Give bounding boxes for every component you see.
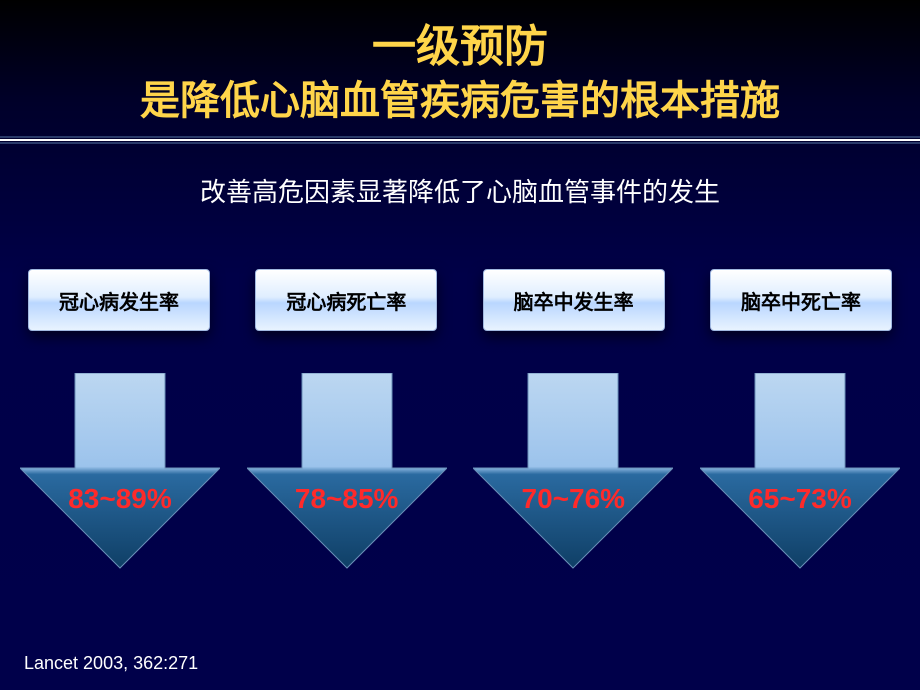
down-arrow-icon (700, 373, 900, 573)
down-arrow-icon (20, 373, 220, 573)
tile-stroke-mortality: 脑卒中死亡率 (710, 269, 892, 331)
arrow-4: 65~73% (700, 373, 900, 573)
subtitle: 改善高危因素显著降低了心脑血管事件的发生 (0, 172, 920, 209)
citation: Lancet 2003, 362:271 (24, 653, 198, 674)
down-arrow-icon (247, 373, 447, 573)
arrow-2: 78~85% (247, 373, 447, 573)
title-line2: 是降低心脑血管疾病危害的根本措施 (0, 68, 920, 126)
tile-stroke-incidence: 脑卒中发生率 (483, 269, 665, 331)
divider (0, 136, 920, 144)
arrow-3: 70~76% (473, 373, 673, 573)
title-line1: 一级预防 (0, 10, 920, 74)
slide: 一级预防 是降低心脑血管疾病危害的根本措施 改善高危因素显著降低了心脑血管事件的… (0, 0, 920, 690)
tile-chd-mortality: 冠心病死亡率 (255, 269, 437, 331)
arrow-value: 65~73% (748, 483, 852, 515)
arrow-1: 83~89% (20, 373, 220, 573)
tile-row: 冠心病发生率 冠心病死亡率 脑卒中发生率 脑卒中死亡率 (0, 269, 920, 331)
tile-chd-incidence: 冠心病发生率 (28, 269, 210, 331)
title-block: 一级预防 是降低心脑血管疾病危害的根本措施 (0, 0, 920, 126)
arrow-value: 70~76% (522, 483, 626, 515)
tile-label: 冠心病死亡率 (286, 286, 406, 315)
arrow-row: 83~89% 78~85% 70~76% 65~73% (0, 373, 920, 573)
tile-label: 冠心病发生率 (59, 286, 179, 315)
arrow-value: 78~85% (295, 483, 399, 515)
arrow-value: 83~89% (68, 483, 172, 515)
down-arrow-icon (473, 373, 673, 573)
tile-label: 脑卒中发生率 (514, 286, 634, 315)
tile-label: 脑卒中死亡率 (741, 286, 861, 315)
